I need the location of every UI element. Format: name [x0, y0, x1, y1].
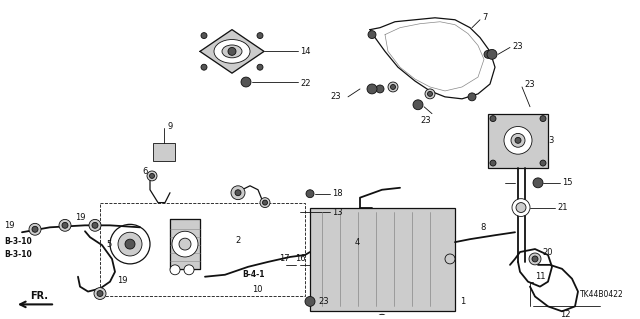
Bar: [153, 143, 175, 161]
Circle shape: [262, 200, 268, 205]
Text: 23: 23: [512, 42, 523, 51]
Circle shape: [490, 160, 496, 166]
Circle shape: [533, 178, 543, 188]
Circle shape: [512, 199, 530, 216]
Circle shape: [428, 92, 433, 96]
Circle shape: [59, 219, 71, 231]
Circle shape: [504, 127, 532, 154]
Circle shape: [170, 265, 180, 275]
Text: 22: 22: [300, 78, 310, 87]
Circle shape: [484, 50, 492, 58]
Circle shape: [532, 256, 538, 262]
Text: 7: 7: [482, 13, 488, 22]
Circle shape: [29, 223, 41, 235]
Circle shape: [306, 190, 314, 198]
Circle shape: [377, 314, 387, 319]
Polygon shape: [200, 30, 264, 73]
Circle shape: [516, 203, 526, 212]
Text: 4: 4: [355, 238, 360, 247]
Circle shape: [172, 231, 198, 257]
Circle shape: [490, 115, 496, 122]
Bar: [100, 203, 305, 296]
Circle shape: [413, 100, 423, 110]
Text: 19: 19: [4, 221, 15, 230]
Polygon shape: [170, 219, 200, 269]
Text: FR.: FR.: [30, 292, 48, 301]
Circle shape: [388, 82, 398, 92]
Text: 19: 19: [75, 213, 86, 222]
Circle shape: [511, 133, 525, 147]
Text: TK44B0422: TK44B0422: [580, 290, 624, 299]
Bar: [310, 208, 455, 311]
Text: 3: 3: [548, 136, 554, 145]
Text: 23: 23: [330, 93, 340, 101]
Circle shape: [147, 171, 157, 181]
Circle shape: [125, 239, 135, 249]
Text: 16: 16: [295, 255, 306, 263]
Circle shape: [445, 254, 455, 264]
Circle shape: [118, 232, 142, 256]
Text: 10: 10: [252, 285, 262, 294]
Text: 23: 23: [318, 297, 328, 306]
Text: 14: 14: [300, 47, 310, 56]
Circle shape: [368, 31, 376, 39]
Text: 20: 20: [542, 248, 552, 256]
Circle shape: [257, 33, 263, 39]
Circle shape: [110, 224, 150, 264]
Text: 19: 19: [117, 276, 127, 285]
Text: 11: 11: [535, 272, 545, 281]
Text: 23: 23: [420, 116, 431, 125]
Circle shape: [62, 222, 68, 228]
Circle shape: [515, 137, 521, 143]
Text: 6: 6: [143, 167, 148, 176]
Circle shape: [201, 64, 207, 70]
Circle shape: [529, 253, 541, 265]
Circle shape: [150, 174, 154, 178]
Circle shape: [89, 219, 101, 231]
Circle shape: [94, 288, 106, 300]
Circle shape: [425, 89, 435, 99]
Circle shape: [97, 291, 103, 296]
Circle shape: [235, 190, 241, 196]
Circle shape: [228, 48, 236, 55]
Circle shape: [32, 226, 38, 232]
Circle shape: [184, 265, 194, 275]
Text: 1: 1: [460, 297, 465, 306]
Text: 23: 23: [524, 79, 534, 88]
Text: 8: 8: [480, 223, 485, 232]
Text: 2: 2: [235, 236, 240, 245]
Text: B-3-10: B-3-10: [4, 237, 32, 246]
Circle shape: [201, 33, 207, 39]
Circle shape: [92, 222, 98, 228]
Circle shape: [487, 49, 497, 59]
Circle shape: [376, 85, 384, 93]
Text: 18: 18: [332, 189, 342, 198]
Circle shape: [231, 186, 245, 200]
Text: 5: 5: [107, 240, 112, 249]
Circle shape: [305, 296, 315, 306]
Circle shape: [468, 93, 476, 101]
Bar: [488, 114, 548, 168]
Ellipse shape: [214, 40, 250, 63]
Text: 13: 13: [332, 208, 342, 217]
Text: 12: 12: [560, 310, 570, 319]
Text: 15: 15: [562, 178, 573, 187]
Circle shape: [260, 198, 270, 208]
Circle shape: [540, 160, 546, 166]
Circle shape: [179, 238, 191, 250]
Text: 9: 9: [168, 122, 173, 131]
Text: B-3-10: B-3-10: [4, 250, 32, 259]
Circle shape: [367, 84, 377, 94]
Text: 21: 21: [557, 203, 568, 212]
Ellipse shape: [222, 45, 242, 58]
Circle shape: [390, 85, 396, 89]
Circle shape: [241, 77, 251, 87]
Text: B-4-1: B-4-1: [242, 270, 264, 279]
Text: 17: 17: [279, 255, 290, 263]
Circle shape: [540, 115, 546, 122]
Circle shape: [257, 64, 263, 70]
